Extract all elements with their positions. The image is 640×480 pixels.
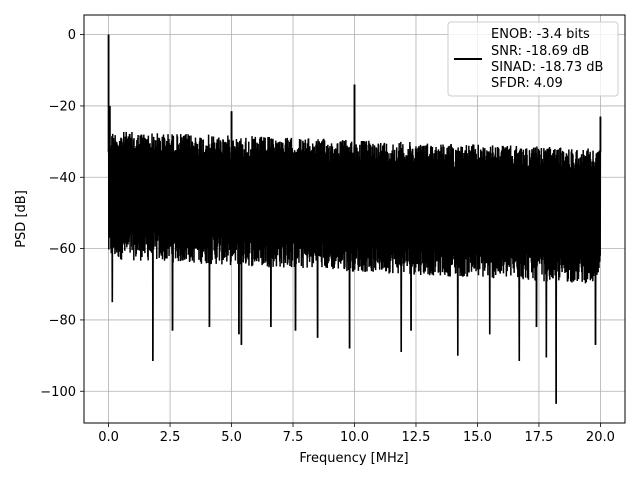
legend-sfdr: SFDR: 4.09: [491, 76, 563, 91]
legend: ENOB: -3.4 bits SNR: -18.69 dB SINAD: -1…: [447, 21, 619, 97]
y-axis-label: PSD [dB]: [14, 190, 29, 248]
y-tick-label: −40: [49, 171, 76, 186]
axis-ticks: 0.0 2.5 5.0 7.5 10.0 12.5 15.0 17.5 20.0 0 −20 −40 −…: [40, 28, 615, 445]
x-tick-label: 10.0: [340, 430, 369, 445]
x-tick-label: 7.5: [283, 430, 304, 445]
y-tick-label: −20: [49, 99, 76, 114]
x-tick-label: 5.0: [221, 430, 242, 445]
psd-series: [107, 34, 602, 404]
x-axis-label: Frequency [MHz]: [299, 451, 408, 466]
x-tick-label: 0.0: [98, 430, 119, 445]
legend-box: [447, 21, 619, 97]
legend-sinad: SINAD: -18.73 dB: [491, 60, 603, 75]
y-tick-label: 0: [68, 28, 76, 43]
x-tick-label: 20.0: [586, 430, 615, 445]
x-tick-label: 17.5: [524, 430, 553, 445]
x-tick-label: 2.5: [160, 430, 181, 445]
legend-snr: SNR: -18.69 dB: [491, 44, 589, 59]
y-tick-label: −80: [49, 313, 76, 328]
legend-enob: ENOB: -3.4 bits: [491, 27, 590, 42]
y-tick-label: −100: [40, 385, 76, 400]
x-tick-label: 15.0: [463, 430, 492, 445]
y-tick-label: −60: [49, 242, 76, 257]
x-tick-label: 12.5: [402, 430, 431, 445]
